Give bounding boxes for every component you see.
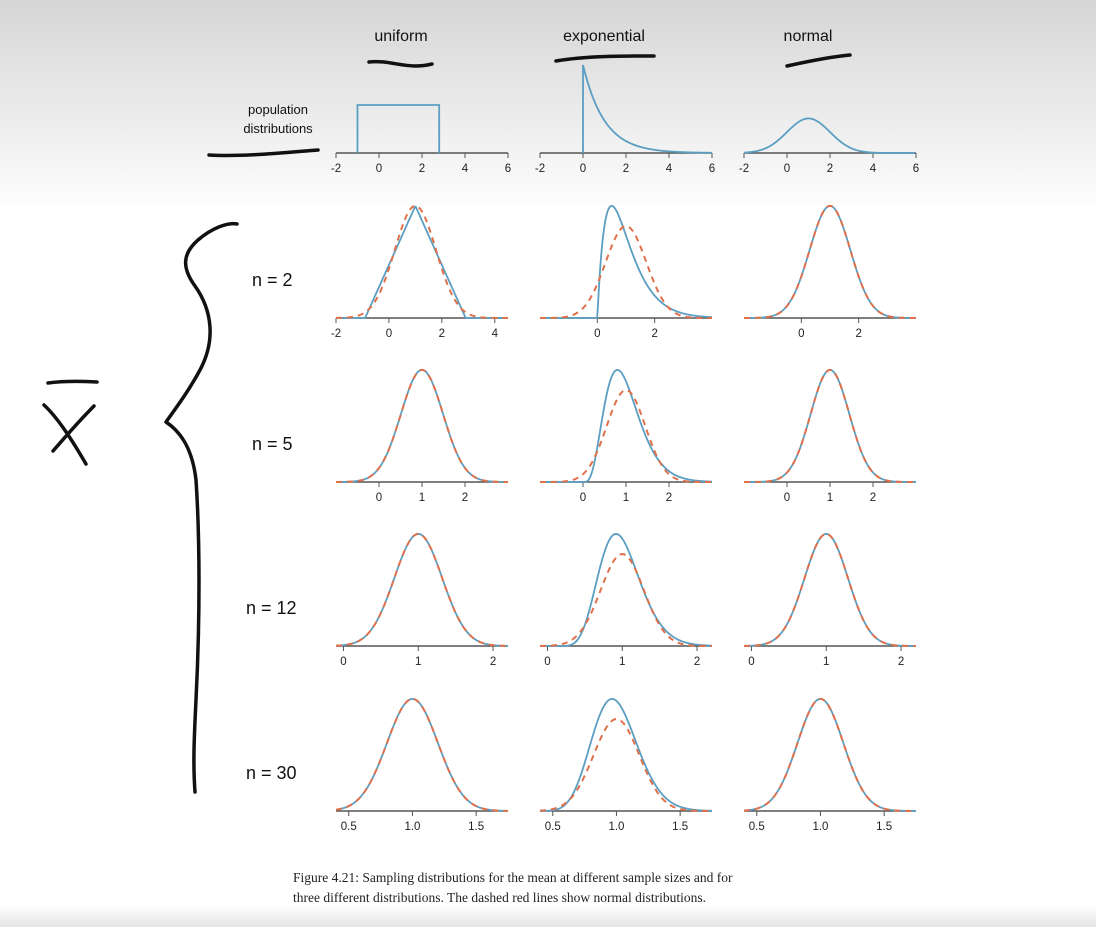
- tick-label-n30-normal: 0.5: [749, 821, 765, 833]
- tick-label-n30-exponential: 0.5: [545, 821, 561, 833]
- tick-label-n5-normal: 2: [870, 492, 876, 504]
- sampling-curve-n12-exponential: [540, 532, 713, 647]
- tick-label-population-exponential: 4: [666, 163, 673, 175]
- tick-label-population-uniform: 2: [419, 163, 425, 175]
- normal-overlay-n30-exponential: [539, 718, 713, 812]
- normal-overlay-n12-exponential: [539, 553, 713, 647]
- normal-overlay-n5-uniform: [335, 368, 509, 483]
- bottom-gradient-band: [0, 905, 1096, 927]
- tick-label-n5-uniform: 0: [376, 492, 382, 504]
- sampling-curve-n2-exponential: [540, 205, 713, 319]
- tick-label-n5-uniform: 2: [462, 492, 468, 504]
- tick-label-n2-uniform: -2: [331, 328, 341, 340]
- normal-overlay-n12-normal: [743, 532, 917, 647]
- figure-caption: Figure 4.21: Sampling distributions for …: [293, 868, 893, 908]
- tick-label-n5-exponential: 2: [666, 492, 672, 504]
- tick-label-population-uniform: 6: [505, 163, 511, 175]
- x-bar-stroke-2: [51, 404, 96, 453]
- column-title-exponential: exponential: [563, 28, 645, 45]
- x-bar-stroke-1: [42, 403, 88, 466]
- curve-population-uniform: [356, 104, 441, 153]
- tick-label-population-exponential: -2: [535, 163, 545, 175]
- normal-overlay-n5-normal: [743, 368, 917, 483]
- tick-label-n5-exponential: 1: [623, 492, 629, 504]
- tick-label-n5-normal: 0: [784, 492, 790, 504]
- tick-label-population-normal: 0: [784, 163, 790, 175]
- tick-label-population-normal: 4: [870, 163, 877, 175]
- sampling-curve-n2-uniform: [336, 205, 508, 319]
- tick-label-population-exponential: 2: [623, 163, 629, 175]
- underline-uniform-stroke: [367, 59, 434, 68]
- population-distributions-label: population distributions: [226, 100, 330, 138]
- tick-label-n12-normal: 1: [823, 656, 829, 668]
- underline-population-stroke: [207, 148, 320, 158]
- tick-label-population-normal: 6: [913, 163, 919, 175]
- tick-label-n2-uniform: 4: [492, 328, 499, 340]
- caption-line-1: Figure 4.21: Sampling distributions for …: [293, 870, 733, 885]
- underline-normal-stroke: [785, 53, 852, 68]
- tick-label-n12-exponential: 2: [694, 656, 700, 668]
- curve-population-normal: [743, 117, 916, 154]
- tick-label-n30-normal: 1.5: [876, 821, 892, 833]
- tick-label-population-exponential: 6: [709, 163, 715, 175]
- tick-label-n30-uniform: 1.5: [468, 821, 484, 833]
- underline-exponential-stroke: [554, 54, 656, 63]
- normal-overlay-n2-uniform: [335, 204, 509, 319]
- population-label-line-2: distributions: [243, 121, 313, 136]
- population-label-line-1: population: [248, 102, 308, 117]
- tick-label-n30-exponential: 1.5: [672, 821, 688, 833]
- row-label-n2: n = 2: [252, 270, 293, 290]
- tick-label-n12-normal: 2: [898, 656, 904, 668]
- tick-label-n2-normal: 2: [855, 328, 861, 340]
- tick-label-n30-normal: 1.0: [812, 821, 828, 833]
- tick-label-n30-uniform: 1.0: [404, 821, 420, 833]
- tick-label-n12-exponential: 1: [619, 656, 625, 668]
- tick-label-n2-exponential: 0: [594, 328, 600, 340]
- row-label-n5: n = 5: [252, 434, 293, 454]
- column-title-normal: normal: [783, 28, 833, 45]
- tick-label-population-exponential: 0: [580, 163, 586, 175]
- row-label-n12: n = 12: [246, 598, 297, 618]
- tick-label-population-uniform: 4: [462, 163, 469, 175]
- tick-label-n2-uniform: 0: [386, 328, 392, 340]
- caption-line-2: three different distributions. The dashe…: [293, 890, 707, 905]
- tick-label-population-normal: 2: [827, 163, 833, 175]
- tick-label-n12-exponential: 0: [544, 656, 550, 668]
- normal-overlay-n12-uniform: [335, 532, 509, 647]
- tick-label-n30-exponential: 1.0: [608, 821, 624, 833]
- tick-label-n2-normal: 0: [798, 328, 804, 340]
- tick-label-n2-exponential: 2: [651, 328, 657, 340]
- normal-overlay-n30-normal: [743, 697, 917, 812]
- curve-population-exponential: [582, 64, 713, 154]
- tick-label-n12-uniform: 1: [415, 656, 421, 668]
- tick-label-n2-uniform: 2: [439, 328, 445, 340]
- sampling-curve-n5-exponential: [540, 368, 713, 483]
- column-title-uniform: uniform: [374, 28, 428, 45]
- x-bar-overline: [46, 379, 99, 385]
- top-gradient-band: [0, 0, 1096, 215]
- tick-label-n5-exponential: 0: [580, 492, 586, 504]
- tick-label-population-uniform: 0: [376, 163, 382, 175]
- tick-label-n30-uniform: 0.5: [341, 821, 357, 833]
- normal-overlay-n30-uniform: [335, 697, 509, 812]
- row-label-n30: n = 30: [246, 763, 297, 783]
- normal-overlay-n5-exponential: [539, 389, 713, 483]
- left-brace: [164, 221, 239, 794]
- normal-overlay-n2-normal: [743, 204, 917, 319]
- tick-label-n5-uniform: 1: [419, 492, 425, 504]
- tick-label-n12-uniform: 2: [490, 656, 496, 668]
- tick-label-n5-normal: 1: [827, 492, 833, 504]
- tick-label-n12-normal: 0: [748, 656, 754, 668]
- tick-label-n12-uniform: 0: [340, 656, 346, 668]
- tick-label-population-normal: -2: [739, 163, 749, 175]
- tick-label-population-uniform: -2: [331, 163, 341, 175]
- sampling-curve-n30-exponential: [539, 697, 713, 812]
